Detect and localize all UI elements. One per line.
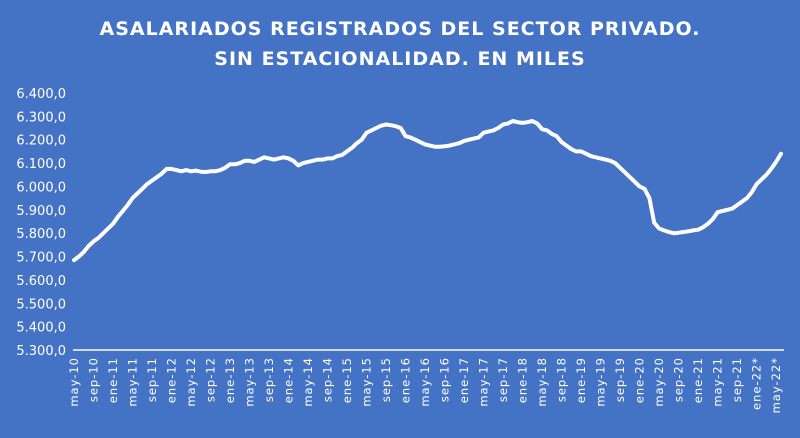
x-tick-label: ene-15 (340, 357, 354, 403)
x-tick-label: may-13 (243, 357, 257, 407)
x-tick-label: sep-21 (730, 357, 744, 402)
x-tick-label: ene-16 (399, 357, 413, 403)
x-tick-label: may-19 (594, 357, 608, 407)
x-tick-label: sep-10 (87, 357, 101, 402)
y-tick-label: 5.500,0 (16, 297, 66, 312)
x-tick-label: may-10 (67, 357, 81, 407)
drop-lines (73, 121, 782, 350)
chart-title: ASALARIADOS REGISTRADOS DEL SECTOR PRIVA… (0, 14, 800, 74)
x-tick-label: sep-13 (262, 357, 276, 402)
x-tick-label: may-22* (769, 357, 783, 413)
y-tick-label: 5.300,0 (16, 344, 66, 359)
x-tick-label: may-20 (652, 357, 666, 407)
x-tick-label: ene-19 (574, 357, 588, 403)
x-tick-label: ene-17 (457, 357, 471, 403)
x-tick-label: sep-15 (379, 357, 393, 402)
x-tick-label: ene-12 (165, 357, 179, 403)
y-tick-label: 5.700,0 (16, 251, 66, 266)
x-tick-label: sep-19 (613, 357, 627, 402)
x-tick-label: may-21 (711, 357, 725, 407)
y-tick-label: 6.400,0 (16, 87, 66, 102)
x-tick-label: ene-14 (282, 357, 296, 403)
x-tick-label: sep-14 (321, 357, 335, 402)
series-line (72, 119, 783, 263)
y-tick-label: 6.200,0 (16, 134, 66, 149)
x-tick-label: ene-18 (516, 357, 530, 403)
x-tick-label: may-14 (301, 357, 315, 407)
x-tick-label: may-11 (126, 357, 140, 407)
x-tick-label: sep-18 (555, 357, 569, 402)
y-tick-label: 6.000,0 (16, 180, 66, 195)
y-tick-label: 6.100,0 (16, 157, 66, 172)
y-tick-label: 5.400,0 (16, 321, 66, 336)
x-tick-label: sep-12 (204, 357, 218, 402)
x-tick-label: sep-17 (496, 357, 510, 402)
x-tick-label: may-12 (184, 357, 198, 407)
x-tick-label: may-15 (360, 357, 374, 407)
x-tick-label: ene-22* (750, 357, 764, 410)
x-tick-label: may-18 (535, 357, 549, 407)
x-tick-label: ene-20 (633, 357, 647, 403)
x-tick-label: sep-20 (672, 357, 686, 402)
y-tick-label: 6.300,0 (16, 110, 66, 125)
x-tick-label: sep-16 (438, 357, 452, 402)
x-tick-label: ene-11 (106, 357, 120, 403)
chart-title-line1: ASALARIADOS REGISTRADOS DEL SECTOR PRIVA… (99, 18, 701, 40)
x-tick-label: sep-11 (145, 357, 159, 402)
x-tick-label: may-16 (418, 357, 432, 407)
chart-subtitle: SIN ESTACIONALIDAD. EN MILES (214, 48, 586, 70)
x-tick-label: ene-13 (223, 357, 237, 403)
y-tick-label: 5.800,0 (16, 227, 66, 242)
x-tick-label: may-17 (477, 357, 491, 407)
x-tick-label: ene-21 (691, 357, 705, 403)
y-tick-label: 5.600,0 (16, 274, 66, 289)
y-tick-label: 5.900,0 (16, 204, 66, 219)
